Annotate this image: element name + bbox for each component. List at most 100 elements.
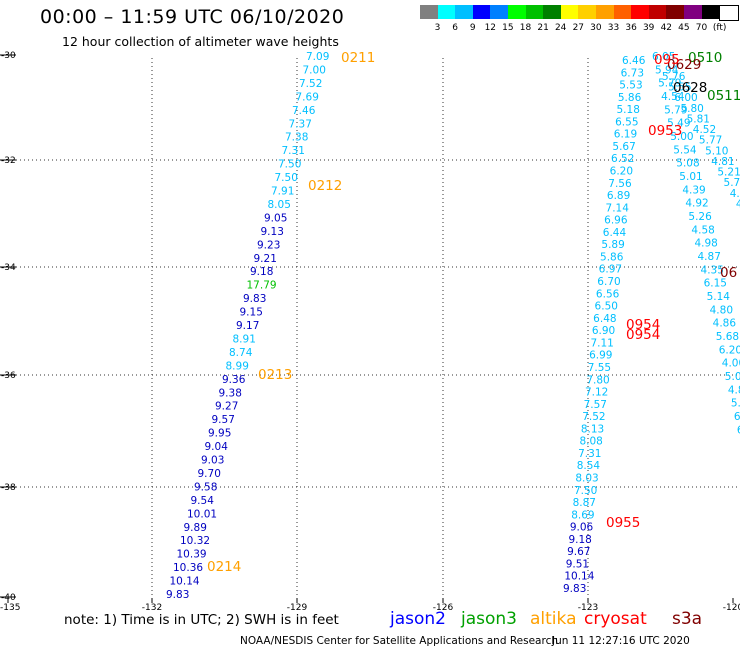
pass-time-label: 0955	[606, 515, 640, 531]
wave-height-label: 6.50	[595, 301, 618, 313]
wave-height-label: 7.69	[296, 91, 319, 103]
wave-height-label: 7.50	[275, 172, 298, 184]
wave-height-label: 9.03	[201, 455, 224, 467]
wave-height-label: 7.11	[590, 337, 613, 349]
legend-level-label: 18	[519, 23, 532, 33]
wave-height-label: 6.46	[622, 55, 646, 67]
wave-height-label: 9.04	[205, 441, 229, 453]
wave-height-label: 4.84	[728, 384, 740, 396]
wave-height-label: 6.96	[604, 215, 628, 227]
credit-text: NOAA/NESDIS Center for Satellite Applica…	[240, 635, 558, 647]
wave-height-label: 5.10	[705, 145, 728, 157]
longitude-label: -129	[287, 603, 308, 613]
legend-level-label: 45	[678, 23, 690, 33]
wave-height-label: 8.08	[579, 436, 602, 448]
wave-height-label: 7.38	[285, 132, 308, 144]
wave-height-label: 7.31	[578, 448, 601, 460]
latitude-label: -38	[1, 483, 16, 493]
wave-height-label: 9.06	[570, 522, 594, 534]
wave-height-label: 6.20	[610, 166, 633, 178]
latitude-label: -36	[1, 371, 16, 381]
pass-time-label: 0211	[341, 50, 375, 66]
wave-height-label: 6.70	[597, 276, 620, 288]
satellite-legend-cryosat: cryosat	[584, 609, 647, 629]
legend-swatch	[578, 5, 597, 19]
wave-height-label: 5.86	[600, 251, 624, 263]
pass-time-label: 0953	[648, 123, 682, 139]
wave-height-label: 4.35	[701, 264, 724, 276]
wave-height-label: 4.54	[661, 91, 685, 103]
wave-height-label: 7.31	[282, 145, 305, 157]
wave-height-label: 4.00	[722, 358, 740, 370]
wave-height-label: 5.94	[655, 64, 679, 76]
pass-time-label: 0214	[207, 559, 241, 575]
legend-level-label: 21	[537, 23, 549, 33]
longitude-label: -120	[723, 603, 740, 613]
wave-height-label: 8.13	[581, 423, 604, 435]
wave-height-label: 9.57	[212, 414, 235, 426]
wave-height-label: 17.79	[247, 280, 277, 292]
wave-height-label: 6.44	[603, 227, 627, 239]
wave-height-label: 7.80	[586, 374, 609, 386]
pass-time-label: 0954	[626, 317, 660, 333]
wave-height-label: 4.98	[694, 238, 717, 250]
wave-height-label: 4.	[736, 198, 740, 210]
legend-level-label: 42	[660, 23, 673, 33]
satellite-legend-altika: altika	[530, 609, 577, 629]
wave-height-label: 9.13	[261, 226, 284, 238]
wave-height-label: 5.76	[724, 177, 740, 189]
wave-height-label: 6.48	[593, 313, 616, 325]
wave-height-label: 4.39	[682, 184, 705, 196]
legend-swatch	[437, 5, 456, 19]
wave-height-label: 9.38	[219, 387, 242, 399]
wave-height-label: 6.90	[592, 325, 615, 337]
wave-height-label: 5.00	[670, 131, 693, 143]
wave-height-label: 7.12	[585, 387, 608, 399]
legend-swatch	[719, 5, 740, 21]
legend-swatch	[613, 5, 632, 19]
legend-swatch	[701, 5, 720, 19]
wave-height-label: 10.01	[187, 508, 217, 520]
wave-height-label: 5.80	[680, 103, 703, 115]
legend-swatch	[684, 5, 702, 19]
legend-level-label: 33	[607, 23, 620, 33]
wave-height-label: 9.70	[198, 468, 221, 480]
legend-swatch	[420, 5, 438, 19]
wave-height-label: 6.91	[734, 411, 740, 423]
wave-height-label: 10.39	[177, 549, 207, 561]
wave-height-label: 10.36	[173, 562, 203, 574]
legend-swatch	[543, 5, 562, 19]
wave-height-label: 9.51	[566, 558, 589, 570]
wave-height-label: 9.27	[215, 401, 238, 413]
legend-swatch	[490, 5, 509, 19]
wave-height-label: 5.08	[676, 158, 699, 170]
wave-height-label: 5.21	[731, 398, 740, 410]
wave-height-label: 9.58	[194, 481, 217, 493]
wave-height-label: 5.49	[667, 118, 690, 130]
wave-height-label: 4.87	[698, 251, 721, 263]
wave-height-label: 5.86	[618, 92, 642, 104]
wave-height-label: 7.09	[306, 51, 329, 63]
wave-height-label: 7.14	[606, 202, 630, 214]
wave-height-label: 5.14	[707, 291, 731, 303]
legend-level-label: 12	[484, 23, 497, 33]
wave-height-label: 5.55	[668, 82, 691, 94]
wave-height-label: 6.05	[652, 51, 675, 63]
wave-height-label: 7.37	[289, 118, 312, 130]
wave-height-label: 8.99	[226, 360, 249, 372]
wave-height-label: 9.83	[563, 583, 586, 595]
wave-height-label: 7.50	[278, 159, 301, 171]
wave-height-label: 8.03	[575, 472, 598, 484]
wave-height-label: 4.52	[693, 124, 716, 136]
wave-height-label: 5.76	[662, 71, 686, 83]
satellite-legend-jason2: jason2	[390, 609, 446, 629]
wave-height-label: 6.55	[615, 116, 638, 128]
wave-height-label: 7.52	[582, 411, 605, 423]
wave-height-label: 9.18	[250, 266, 273, 278]
wave-height-label: 7.52	[299, 78, 322, 90]
wave-height-label: 9.83	[166, 589, 189, 601]
wave-height-label: 9.17	[236, 320, 259, 332]
legend-swatch	[666, 5, 685, 19]
legend-swatch	[648, 5, 667, 19]
